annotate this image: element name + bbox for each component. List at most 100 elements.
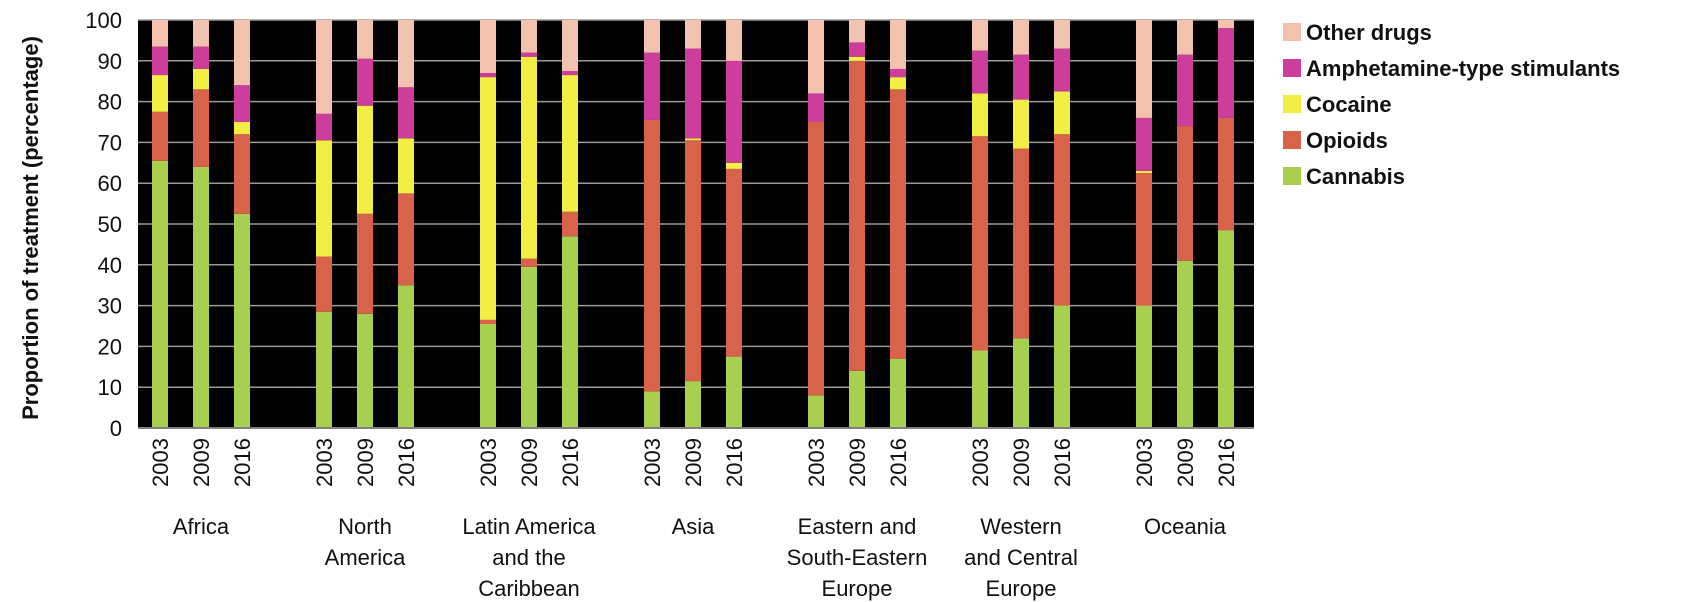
x-tick-label: 2003 — [804, 438, 829, 487]
bar-segment — [562, 211, 578, 237]
y-tick-label: 90 — [98, 49, 122, 74]
bar-segment — [1136, 170, 1152, 173]
bar-segment — [972, 50, 988, 94]
bar-segment — [849, 20, 865, 43]
bar-segment — [685, 140, 701, 382]
x-tick-label: 2016 — [394, 438, 419, 487]
group-label: Europe — [822, 576, 893, 601]
bar-segment — [849, 370, 865, 428]
x-tick-label: 2016 — [722, 438, 747, 487]
bar-segment — [1218, 28, 1234, 118]
bar-segment — [521, 258, 537, 267]
bar-segment — [234, 134, 250, 214]
bar-segment — [1177, 260, 1193, 428]
x-tick-label: 2016 — [230, 438, 255, 487]
bar-segment — [1177, 126, 1193, 261]
x-tick-label: 2003 — [148, 438, 173, 487]
bar-segment — [849, 42, 865, 57]
x-tick-label: 2009 — [1009, 438, 1034, 487]
bar-segment — [562, 236, 578, 428]
x-tick-label: 2003 — [476, 438, 501, 487]
bar-segment — [316, 113, 332, 141]
x-tick-label: 2016 — [886, 438, 911, 487]
bar-segment — [193, 166, 209, 428]
bar-segment — [890, 68, 906, 78]
bar-segment — [234, 85, 250, 122]
bar-segment — [480, 20, 496, 74]
bar-segment — [644, 119, 660, 392]
bar-segment — [562, 71, 578, 76]
bar-segment — [398, 138, 414, 194]
bar-segment — [521, 20, 537, 53]
bar-segment — [1013, 338, 1029, 428]
bar-segment — [644, 20, 660, 53]
bar-segment — [685, 138, 701, 141]
group-label: Asia — [672, 514, 716, 539]
bar-segment — [890, 77, 906, 90]
bar-segment — [1136, 173, 1152, 306]
legend-entry: Opioids — [1306, 128, 1388, 153]
legend-swatch — [1283, 95, 1301, 113]
y-tick-label: 10 — [98, 375, 122, 400]
group-label: and the — [492, 545, 565, 570]
x-tick-label: 2009 — [189, 438, 214, 487]
bar-segment — [972, 20, 988, 51]
bar-segment — [398, 20, 414, 88]
y-tick-label: 30 — [98, 294, 122, 319]
x-tick-label: 2009 — [353, 438, 378, 487]
bar-segment — [480, 319, 496, 324]
legend-swatch — [1283, 131, 1301, 149]
y-tick-label: 50 — [98, 212, 122, 237]
bar-segment — [644, 391, 660, 428]
legend: Other drugs Amphetamine-type stimulants Co… — [1283, 20, 1620, 189]
bar-segment — [1054, 20, 1070, 49]
bar-segment — [808, 395, 824, 428]
bar-segment — [316, 140, 332, 257]
y-tick-label: 60 — [98, 171, 122, 196]
bar-segment — [890, 89, 906, 359]
bar-segment — [726, 168, 742, 357]
bar-segment — [193, 20, 209, 47]
x-tick-label: 2009 — [845, 438, 870, 487]
x-tick-label: 2016 — [1214, 438, 1239, 487]
bar-segment — [234, 213, 250, 428]
bar-segment — [521, 52, 537, 57]
group-label: Western — [980, 514, 1062, 539]
bar-segment — [1136, 117, 1152, 171]
bar-segment — [644, 52, 660, 120]
bar-segment — [234, 122, 250, 135]
group-label: America — [325, 545, 406, 570]
bar-segment — [357, 313, 373, 428]
bar-segment — [972, 350, 988, 428]
x-tick-label: 2009 — [517, 438, 542, 487]
group-label: Africa — [173, 514, 230, 539]
y-tick-label: 70 — [98, 130, 122, 155]
group-label: South-Eastern — [787, 545, 928, 570]
bar-segment — [726, 356, 742, 428]
bar-segment — [480, 73, 496, 78]
bar-segment — [193, 89, 209, 167]
x-tick-label: 2003 — [640, 438, 665, 487]
y-axis-label: Proportion of treatment (percentage) — [18, 36, 43, 420]
bar-segment — [808, 93, 824, 122]
x-axis: 2003 2009 2016 Africa 2003 2009 2016 North Ameri… — [138, 427, 1254, 601]
bar-segment — [398, 193, 414, 286]
bar-segment — [808, 122, 824, 396]
group-label: Oceania — [1144, 514, 1227, 539]
x-tick-label: 2016 — [1050, 438, 1075, 487]
bar-segment — [562, 75, 578, 212]
bar-segment — [152, 111, 168, 161]
bar-segment — [152, 75, 168, 112]
bar-segment — [1013, 148, 1029, 339]
bar-segment — [316, 311, 332, 428]
bar-segment — [521, 56, 537, 259]
x-tick-label: 2016 — [558, 438, 583, 487]
x-tick-label: 2009 — [1173, 438, 1198, 487]
bar-segment — [357, 58, 373, 106]
bar-segment — [357, 20, 373, 59]
legend-swatch — [1283, 59, 1301, 77]
bar-segment — [152, 160, 168, 428]
bar-segment — [1177, 20, 1193, 55]
bar-segment — [1177, 54, 1193, 127]
bar-segment — [1054, 134, 1070, 306]
